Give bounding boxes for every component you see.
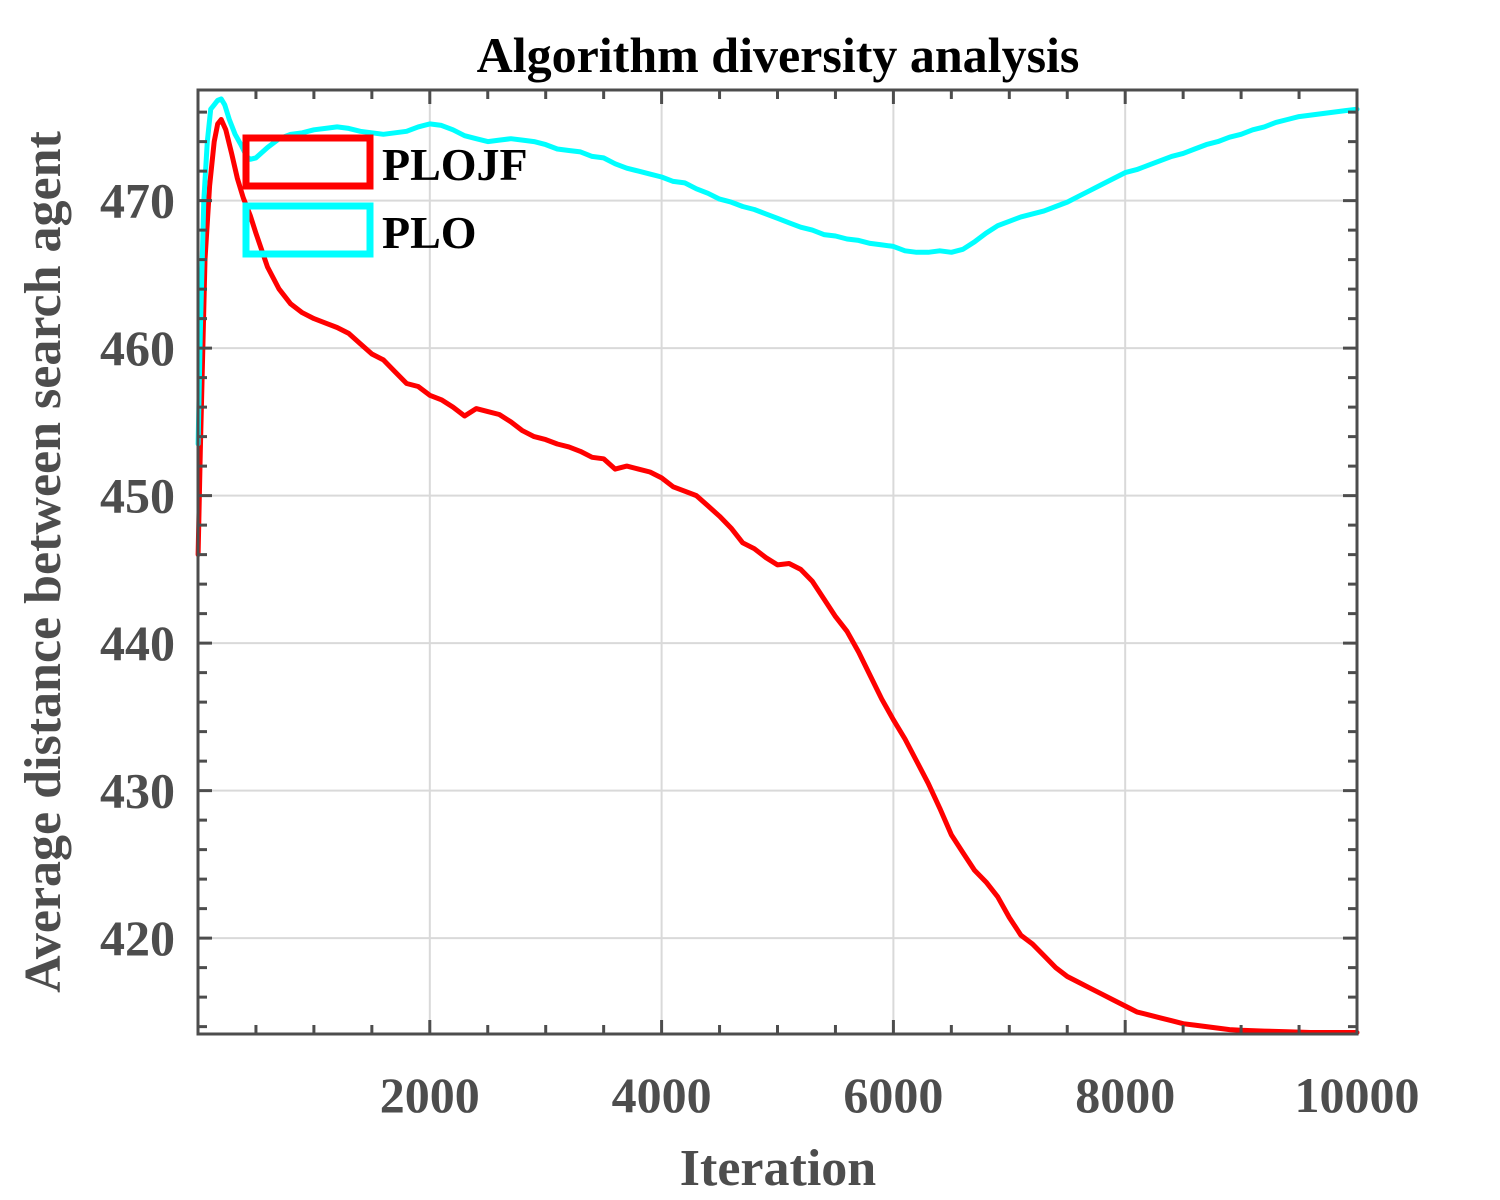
- y-tick-label: 430: [100, 763, 175, 819]
- x-tick-label: 8000: [1075, 1067, 1175, 1123]
- legend-swatch-plojf: [242, 134, 374, 190]
- x-tick-label: 6000: [843, 1067, 943, 1123]
- x-tick-label: 4000: [612, 1067, 712, 1123]
- series-line-plojf: [195, 117, 1360, 1035]
- y-tick-label: 440: [100, 615, 175, 671]
- y-axis-label: Average distance between search agent: [15, 130, 72, 992]
- tick-labels: 2000 4000 6000 8000 10000 420 430 440 450 460 470: [100, 173, 1420, 1123]
- chart-title: Algorithm diversity analysis: [477, 27, 1080, 83]
- y-tick-label: 460: [100, 320, 175, 376]
- legend-label-plojf: PLOJF: [382, 139, 528, 190]
- legend-label-plo: PLO: [382, 207, 477, 258]
- x-tick-label: 10000: [1295, 1067, 1420, 1123]
- plot-frame: [196, 88, 1359, 1036]
- legend: PLOJF PLO: [242, 134, 528, 258]
- y-tick-label: 420: [100, 910, 175, 966]
- x-axis-label: Iteration: [680, 1140, 876, 1197]
- y-tick-label: 450: [100, 468, 175, 524]
- x-tick-label: 2000: [380, 1067, 480, 1123]
- y-tick-label: 470: [100, 173, 175, 229]
- series-layer: [195, 96, 1360, 1035]
- series-line-plo: [195, 96, 1360, 447]
- legend-swatch-plo: [242, 202, 374, 258]
